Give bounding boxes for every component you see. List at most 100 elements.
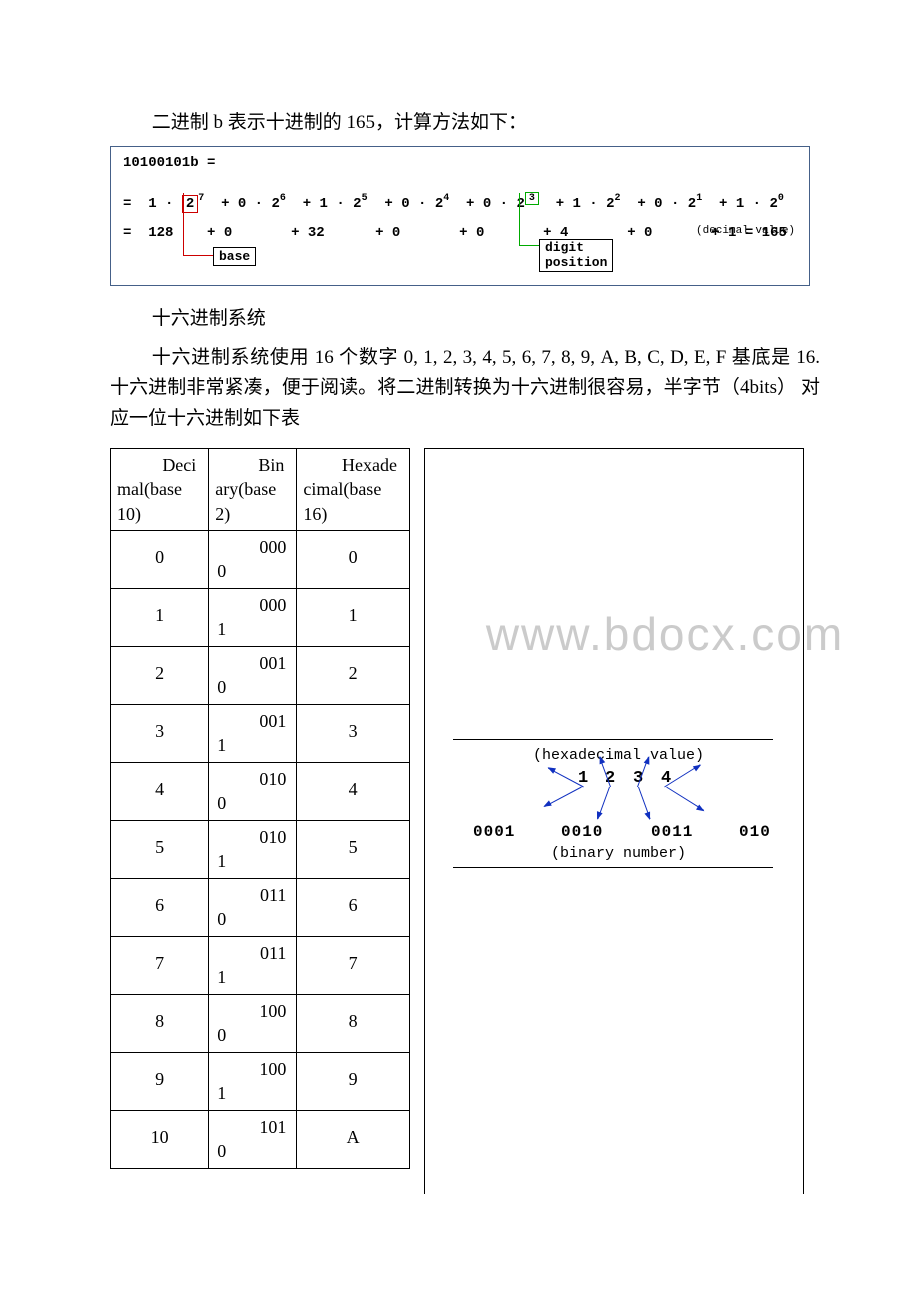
hex-value: A (303, 1115, 403, 1149)
hex-value: 0 (303, 535, 403, 569)
exp-highlight: 3 (525, 192, 539, 205)
hex-value: 4 (303, 767, 403, 801)
green-connector (519, 193, 520, 245)
watermark-text: www.bdocx.com (405, 607, 920, 661)
red-connector (183, 255, 213, 256)
header-text: 10) (117, 502, 202, 526)
term-exp: 4 (443, 193, 449, 204)
dec-value: 0 (117, 535, 202, 569)
header-text: 16) (303, 502, 403, 526)
calc-value: + 32 (291, 225, 325, 241)
hex-value: 6 (303, 883, 403, 917)
table-row: 4 01004 (111, 762, 410, 820)
bin-value-bot: 1 (215, 965, 290, 989)
table-header-row: Deci mal(base 10) Bin ary(base 2) Hexade… (111, 448, 410, 530)
header-text: Deci (117, 453, 202, 477)
digit-position-label-box: digit position (539, 239, 613, 272)
dec-value: 6 (117, 883, 202, 917)
dec-value: 7 (117, 941, 202, 975)
binary-group: 0010 (561, 823, 603, 841)
term-exp: 1 (696, 193, 702, 204)
hex-value: 8 (303, 999, 403, 1033)
bin-value-bot: 0 (215, 1023, 290, 1047)
bin-value-top: 000 (215, 593, 290, 617)
bin-value-bot: 1 (215, 1081, 290, 1105)
section-title: 十六进制系统 (110, 304, 820, 334)
diagram-rule (453, 739, 773, 740)
header-text: mal(base (117, 477, 202, 501)
header-text: Bin (215, 453, 290, 477)
term-exp: 7 (198, 193, 204, 204)
dec-value: 8 (117, 999, 202, 1033)
base-label-box: base (213, 247, 256, 266)
calc-value: + 0 (627, 225, 652, 241)
mapping-arrow (666, 787, 704, 811)
decimal-note: (decimal value) (696, 225, 795, 237)
term-exp: 6 (280, 193, 286, 204)
bin-value-top: 000 (215, 535, 290, 559)
dec-value: 2 (117, 651, 202, 685)
number-systems-table: Deci mal(base 10) Bin ary(base 2) Hexade… (110, 448, 410, 1169)
hex-binary-diagram: (hexadecimal value) 1 2 3 4 0001 0010 00… (453, 739, 783, 879)
calc-value: + 0 (459, 225, 484, 241)
bin-value-top: 100 (215, 999, 290, 1023)
dec-value: 4 (117, 767, 202, 801)
bin-value-bot: 0 (215, 907, 290, 931)
green-connector (519, 245, 539, 246)
dec-value: 1 (117, 593, 202, 627)
bin-value-top: 101 (215, 1115, 290, 1139)
bin-value-bot: 1 (215, 617, 290, 641)
intro-text: 二进制 b 表示十进制的 165，计算方法如下： (110, 108, 820, 138)
table-row: 8 10008 (111, 994, 410, 1052)
hex-value: 5 (303, 825, 403, 859)
hex-value: 9 (303, 1057, 403, 1091)
term-exp: 5 (362, 193, 368, 204)
dec-value: 3 (117, 709, 202, 743)
term-exp: 2 (615, 193, 621, 204)
bin-value-top: 011 (215, 883, 290, 907)
binary-group: 010 (739, 823, 771, 841)
calc-value: + 0 (375, 225, 400, 241)
mapping-arrow (597, 787, 610, 819)
table-row: 501015 (111, 820, 410, 878)
digit-label-line: position (545, 256, 607, 270)
dec-value: 10 (117, 1115, 202, 1149)
binary-group: 0001 (473, 823, 515, 841)
header-text: cimal(base (303, 477, 403, 501)
binary-number-label: (binary number) (551, 845, 686, 862)
header-text: ary(base (215, 477, 290, 501)
table-row: 100011 (111, 588, 410, 646)
calc-value: + 0 (207, 225, 232, 241)
mapping-arrow (544, 787, 582, 808)
red-connector (183, 193, 184, 255)
binary-group: 0011 (651, 823, 693, 841)
bin-value-top: 011 (215, 941, 290, 965)
table-row: 300113 (111, 704, 410, 762)
bin-value-top: 001 (215, 709, 290, 733)
table-row: 9 10019 (111, 1052, 410, 1110)
binary-calc-figure: 10100101b = = 1 · 27 + 0 · 26 + 1 · 25 +… (110, 146, 810, 286)
bin-value-top: 010 (215, 825, 290, 849)
calc-value: 128 (148, 225, 173, 241)
bin-value-top: 001 (215, 651, 290, 675)
dec-value: 5 (117, 825, 202, 859)
hex-value: 7 (303, 941, 403, 975)
bin-value-bot: 0 (215, 791, 290, 815)
bin-value-bot: 1 (215, 733, 290, 757)
term-exp: 0 (778, 193, 784, 204)
table-row: 101010A (111, 1110, 410, 1168)
hex-value-label: (hexadecimal value) (533, 747, 704, 764)
bin-value-bot: 0 (215, 675, 290, 699)
digit-label-line: digit (545, 241, 607, 255)
right-column: www.bdocx.com (hexadecimal value) 1 2 3 … (424, 448, 804, 1194)
table-row: 7 01117 (111, 936, 410, 994)
table-row: 000000 (111, 530, 410, 588)
diagram-rule (453, 867, 773, 868)
bin-value-bot: 0 (215, 1139, 290, 1163)
bin-value-bot: 0 (215, 559, 290, 583)
bin-value-top: 010 (215, 767, 290, 791)
table-row: 6 01106 (111, 878, 410, 936)
bin-value-top: 100 (215, 1057, 290, 1081)
dec-value: 9 (117, 1057, 202, 1091)
mapping-arrow (638, 787, 651, 819)
